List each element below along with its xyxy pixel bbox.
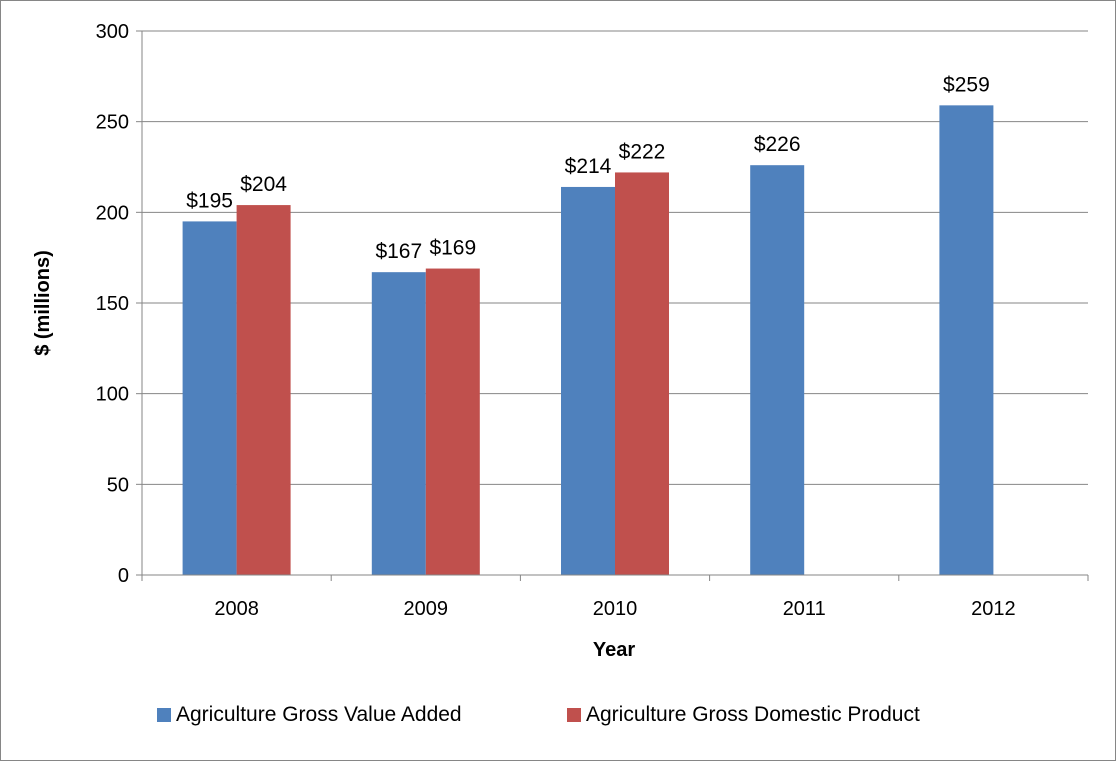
data-label: $195 (186, 189, 233, 212)
data-label: $204 (240, 173, 287, 196)
y-tick-label: 100 (96, 384, 129, 406)
bar (615, 172, 669, 575)
legend-label: Agriculture Gross Domestic Product (586, 703, 920, 726)
y-tick-label: 250 (96, 112, 129, 134)
bar (561, 187, 615, 575)
y-tick-label: 300 (96, 21, 129, 43)
y-tick-label: 200 (96, 202, 129, 224)
legend-swatch (157, 708, 171, 722)
x-tick-label: 2008 (214, 598, 259, 620)
x-tick-label: 2011 (783, 598, 826, 620)
x-tick-labels: 2008 2009 2010 2011 2012 (214, 598, 1015, 620)
legend-swatch (567, 708, 581, 722)
data-label: $214 (565, 155, 612, 178)
y-tick-label: 150 (96, 293, 129, 315)
bar (939, 105, 993, 575)
x-axis-title: Year (593, 639, 635, 661)
y-tick-label: 50 (107, 474, 129, 496)
x-tick-label: 2009 (404, 598, 449, 620)
x-tick-label: 2010 (593, 598, 638, 620)
bar (183, 221, 237, 575)
data-label: $167 (375, 240, 422, 263)
bar (372, 272, 426, 575)
legend: Agriculture Gross Value Added Agriculture… (157, 703, 920, 726)
y-tick-label: 0 (118, 565, 129, 587)
legend-label: Agriculture Gross Value Added (176, 703, 462, 726)
data-label: $169 (429, 237, 476, 260)
bar (750, 165, 804, 575)
y-axis-title: $ (millions) (32, 250, 54, 356)
x-tick-label: 2012 (971, 598, 1016, 620)
data-label: $226 (754, 133, 801, 156)
bar (426, 269, 480, 575)
y-tick-labels: 0 50 100 150 200 250 300 (96, 21, 129, 587)
bar (237, 205, 291, 575)
data-label: $222 (619, 140, 666, 163)
data-label: $259 (943, 73, 990, 96)
